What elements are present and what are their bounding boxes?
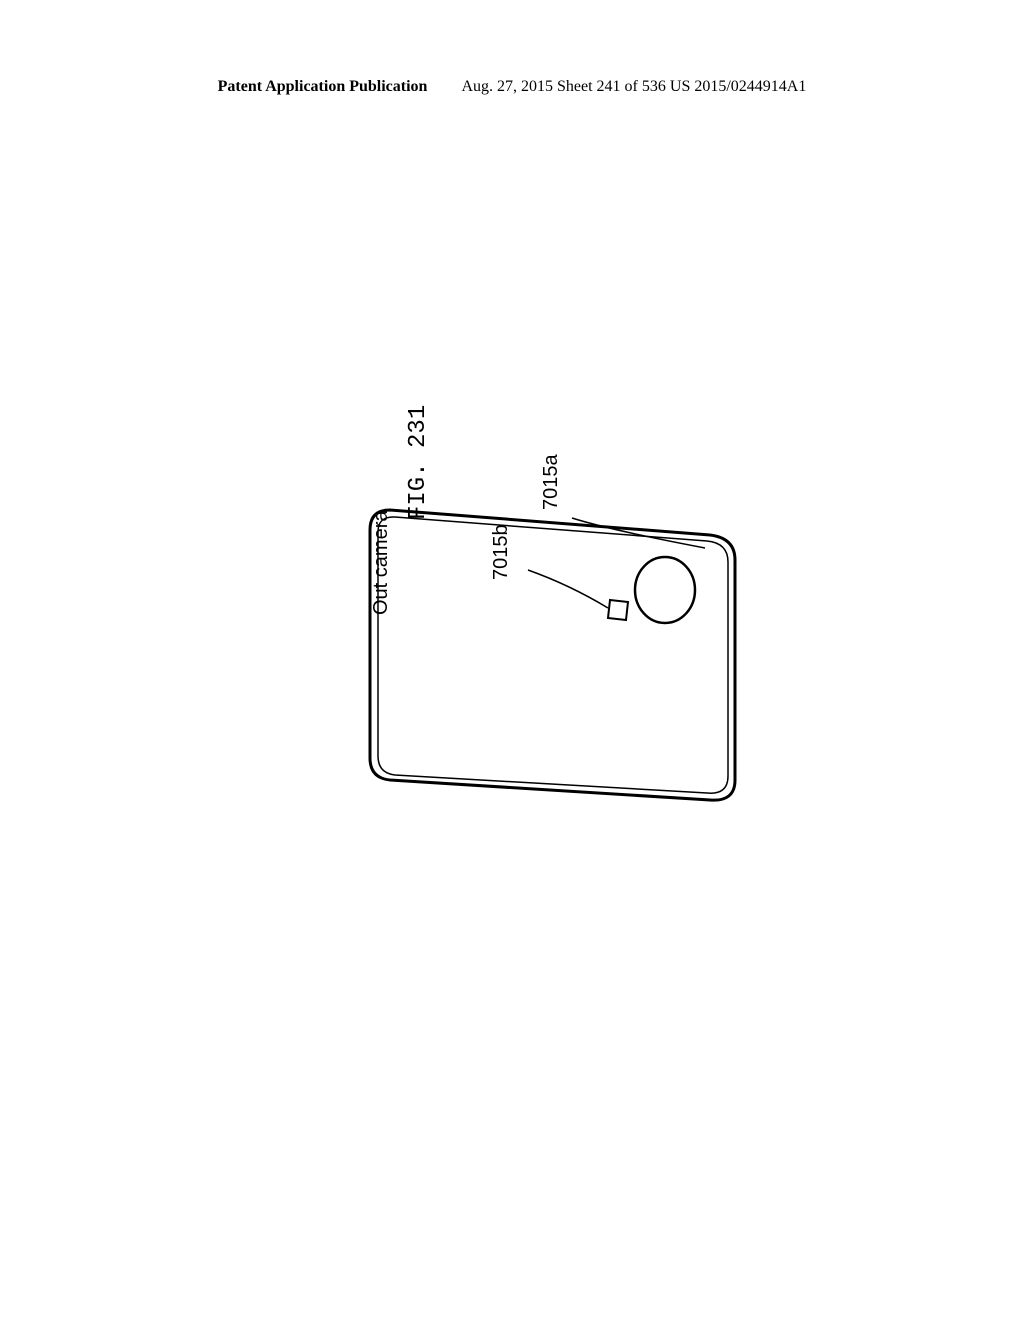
figure-231: FIG. 231 Out camera 7015a 7015b (260, 520, 820, 900)
header-left-text: Patent Application Publication (218, 78, 428, 95)
device-drawing (310, 480, 780, 830)
page-header: Patent Application Publication Aug. 27, … (0, 78, 1024, 96)
header-right-text: Aug. 27, 2015 Sheet 241 of 536 US 2015/0… (461, 78, 806, 95)
